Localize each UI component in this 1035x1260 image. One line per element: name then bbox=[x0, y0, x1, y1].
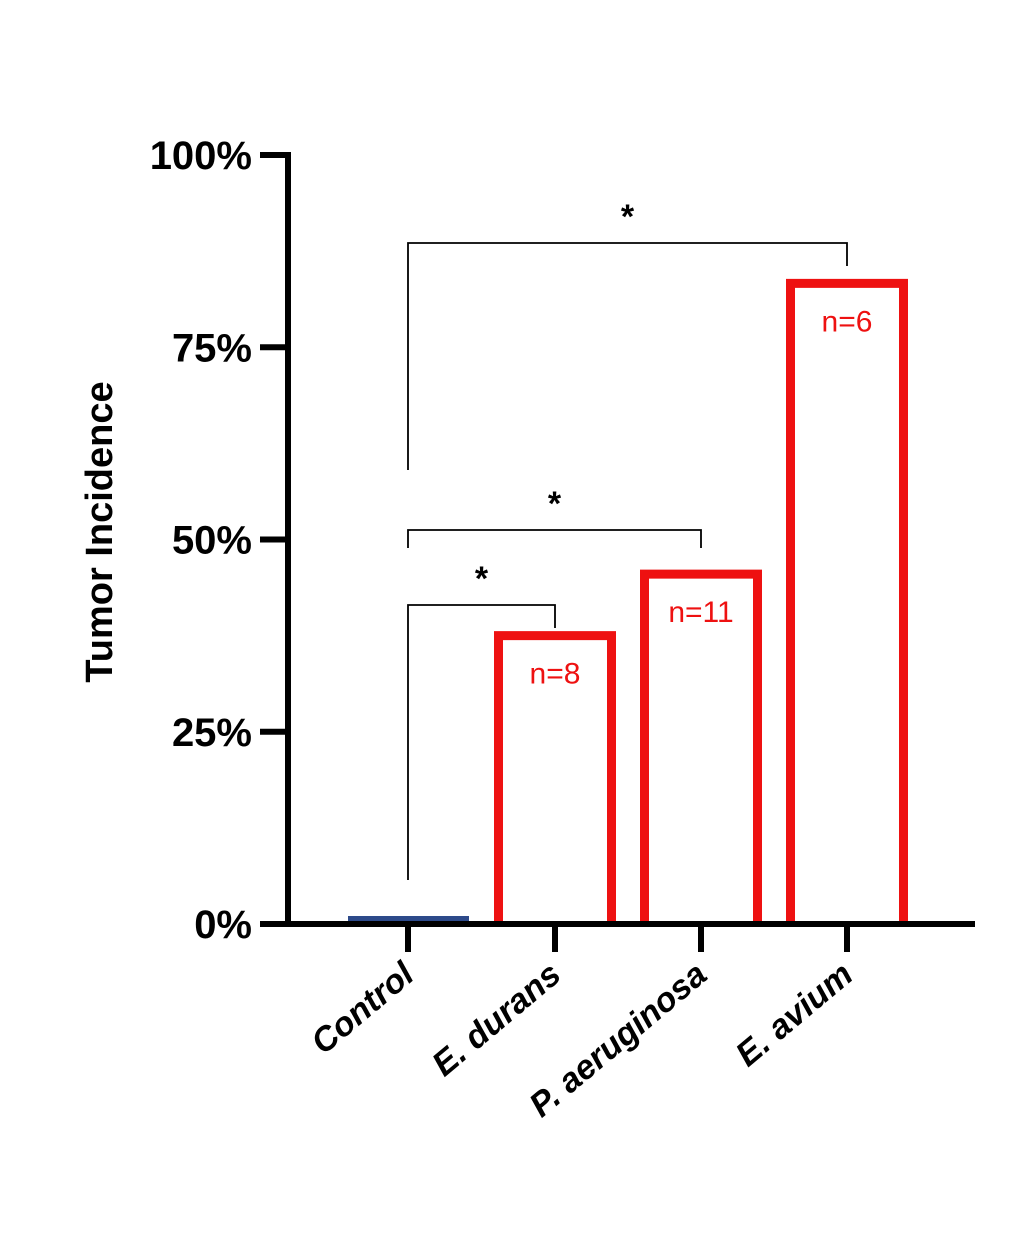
significance-brackets: * * * bbox=[407, 198, 848, 880]
significance-bracket bbox=[407, 604, 556, 880]
x-tick-label: E. durans bbox=[425, 955, 568, 1084]
y-tick-label: 50% bbox=[172, 519, 252, 563]
significance-bracket bbox=[407, 529, 702, 548]
significance-star: * bbox=[548, 485, 562, 523]
y-tick-label: 25% bbox=[172, 711, 252, 755]
y-axis-label: Tumor Incidence bbox=[79, 381, 121, 682]
bars: n=8 n=11 n=6 bbox=[348, 278, 908, 922]
bar-n-label: n=8 bbox=[530, 658, 581, 691]
y-tick-label: 75% bbox=[172, 326, 252, 370]
bar-n-label: n=6 bbox=[822, 305, 873, 338]
y-tick-label: 0% bbox=[194, 903, 252, 947]
y-tick-label: 100% bbox=[150, 134, 252, 178]
x-tick-label: E. avium bbox=[729, 955, 861, 1074]
significance-star: * bbox=[621, 198, 635, 236]
bar bbox=[640, 569, 762, 922]
bar bbox=[494, 631, 616, 922]
x-tick-label: Control bbox=[304, 954, 422, 1062]
significance-star: * bbox=[475, 560, 489, 598]
y-ticks: 0% 25% 50% 75% 100% bbox=[150, 134, 288, 947]
bar bbox=[786, 278, 908, 922]
significance-bracket bbox=[407, 242, 848, 470]
bar bbox=[348, 916, 469, 921]
bar-n-label: n=11 bbox=[668, 596, 733, 629]
